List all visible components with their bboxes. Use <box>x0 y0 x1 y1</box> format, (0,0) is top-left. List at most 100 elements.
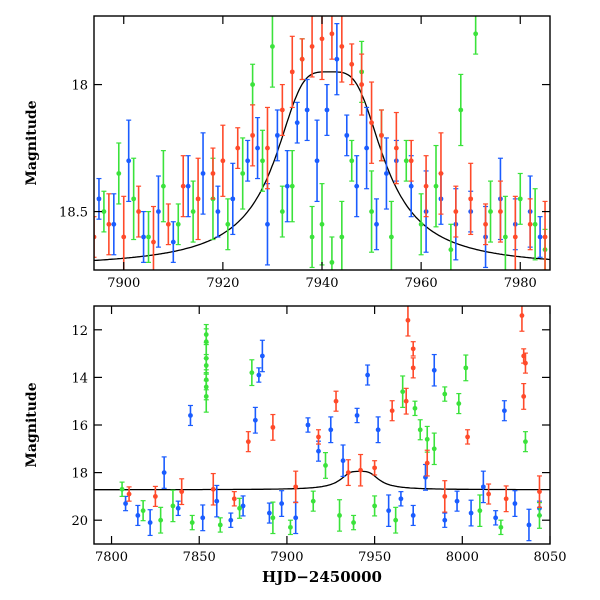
top-point-s0-11 <box>255 118 260 179</box>
bot-point-s2-9 <box>334 391 339 411</box>
top-point-s2-24 <box>394 113 399 184</box>
bot-xtick-label-4: 8000 <box>446 550 479 565</box>
bot-point-s1-2 <box>158 507 163 533</box>
top-point-s2-25 <box>409 140 414 181</box>
bot-ytick-label-2: 16 <box>71 419 88 434</box>
top-point-s0-10 <box>245 140 250 181</box>
bot-xtick-label-3: 7950 <box>358 550 391 565</box>
top-point-s2-21 <box>359 54 364 115</box>
bot-point-s0-2 <box>148 510 153 536</box>
bot-point-s1-12 <box>218 518 223 532</box>
top-point-s0-17 <box>315 120 320 201</box>
bottom-panel: 7800 7850 7900 7950 8000 8050 12 14 16 18 20 Magni… <box>24 300 567 586</box>
bot-point-s1-21 <box>372 496 377 516</box>
bottom-plot-frame <box>94 306 550 544</box>
bot-point-s0-16 <box>305 418 310 432</box>
bot-point-s0-5 <box>188 405 193 425</box>
top-panel: 7900 7920 7940 7960 79801818.5 Magnitude <box>24 0 550 291</box>
figure: 7900 7920 7940 7960 79801818.5 Magnitude 780… <box>0 0 600 600</box>
bot-point-s1-17 <box>311 491 316 511</box>
bot-point-s1-15 <box>270 502 275 533</box>
bot-point-s1-33 <box>523 432 528 452</box>
bot-point-s1-28 <box>442 387 447 401</box>
top-point-s1-16 <box>310 207 315 268</box>
top-point-s0-16 <box>305 80 310 141</box>
bot-point-s1-32 <box>498 520 503 534</box>
top-point-s0-9 <box>230 163 235 234</box>
top-point-s0-14 <box>285 151 290 222</box>
bot-point-s0-1 <box>135 505 140 525</box>
top-point-s2-26 <box>424 156 429 217</box>
top-point-s0-7 <box>201 133 206 214</box>
bot-point-s2-4 <box>232 492 237 506</box>
bot-point-s0-23 <box>386 495 391 526</box>
bot-point-s1-16 <box>288 520 293 534</box>
bot-point-s1-18 <box>323 453 328 479</box>
bot-point-s0-22 <box>376 417 381 443</box>
top-point-s1-33 <box>518 173 523 224</box>
top-point-s1-22 <box>369 171 374 252</box>
bot-point-s2-12 <box>372 461 377 475</box>
bot-point-s0-30 <box>469 500 474 526</box>
top-point-s1-12 <box>270 6 275 87</box>
top-point-s1-0 <box>101 191 106 232</box>
bot-xtick-label-5: 8050 <box>533 550 566 565</box>
top-y-axis-label: Magnitude <box>24 100 40 185</box>
top-point-s2-31 <box>498 181 503 242</box>
top-point-s1-6 <box>191 181 196 242</box>
bot-point-s1-0 <box>120 482 125 496</box>
top-point-s1-8 <box>225 199 230 250</box>
bot-point-s0-0 <box>123 496 128 510</box>
top-xtick-label-3: 7960 <box>405 276 438 291</box>
bot-point-s1-30 <box>463 355 468 381</box>
bot-point-s2-19 <box>442 481 447 512</box>
top-point-s2-32 <box>513 196 518 277</box>
bot-point-s2-11 <box>358 455 363 486</box>
top-point-s1-5 <box>176 204 181 245</box>
bot-point-s1-20 <box>351 515 356 529</box>
bot-point-s0-11 <box>260 340 265 371</box>
bot-point-s1-4 <box>190 515 195 529</box>
top-xtick-label-2: 7940 <box>305 276 338 291</box>
bot-point-s1-31 <box>477 495 482 526</box>
top-point-s2-27 <box>438 133 443 214</box>
bot-point-s0-8 <box>228 513 233 527</box>
top-point-s1-10 <box>250 64 255 105</box>
bot-point-s0-28 <box>442 513 447 527</box>
top-data-points <box>92 0 548 288</box>
top-point-s2-10 <box>235 128 240 169</box>
bot-point-s2-15 <box>405 305 410 336</box>
bot-point-s1-24 <box>412 401 417 415</box>
top-xtick-label-0: 7900 <box>107 276 140 291</box>
top-point-s1-24 <box>389 201 394 272</box>
bot-point-s0-34 <box>512 491 517 517</box>
bot-point-s0-20 <box>355 408 360 422</box>
bot-point-s0-24 <box>398 492 403 506</box>
top-point-s1-29 <box>458 74 463 145</box>
bot-point-s0-35 <box>526 509 531 540</box>
top-xtick-label-1: 7920 <box>206 276 239 291</box>
bot-point-s0-10 <box>253 407 258 433</box>
bot-point-s1-25 <box>418 420 423 440</box>
top-point-s1-28 <box>448 224 453 275</box>
bot-point-s0-4 <box>176 501 181 515</box>
bot-point-s2-6 <box>270 415 275 441</box>
bot-point-s2-5 <box>246 432 251 452</box>
top-point-s0-1 <box>111 194 116 255</box>
bot-point-s1-13 <box>237 498 242 518</box>
top-point-s2-19 <box>339 11 344 82</box>
bot-point-s2-7 <box>293 471 298 502</box>
top-point-s2-28 <box>453 186 458 237</box>
top-point-s2-1 <box>106 194 111 255</box>
bot-point-s2-26 <box>521 384 526 410</box>
bot-point-s1-26 <box>425 426 430 452</box>
top-point-s0-20 <box>344 115 349 156</box>
top-point-s2-23 <box>379 110 384 161</box>
top-point-s0-18 <box>324 85 329 136</box>
top-point-s2-33 <box>528 199 533 250</box>
bot-point-s0-31 <box>481 471 486 502</box>
top-point-s2-8 <box>210 148 215 199</box>
bot-point-s0-15 <box>293 502 298 533</box>
bot-ytick-label-1: 14 <box>71 371 88 386</box>
bot-xtick-label-1: 7850 <box>183 550 216 565</box>
